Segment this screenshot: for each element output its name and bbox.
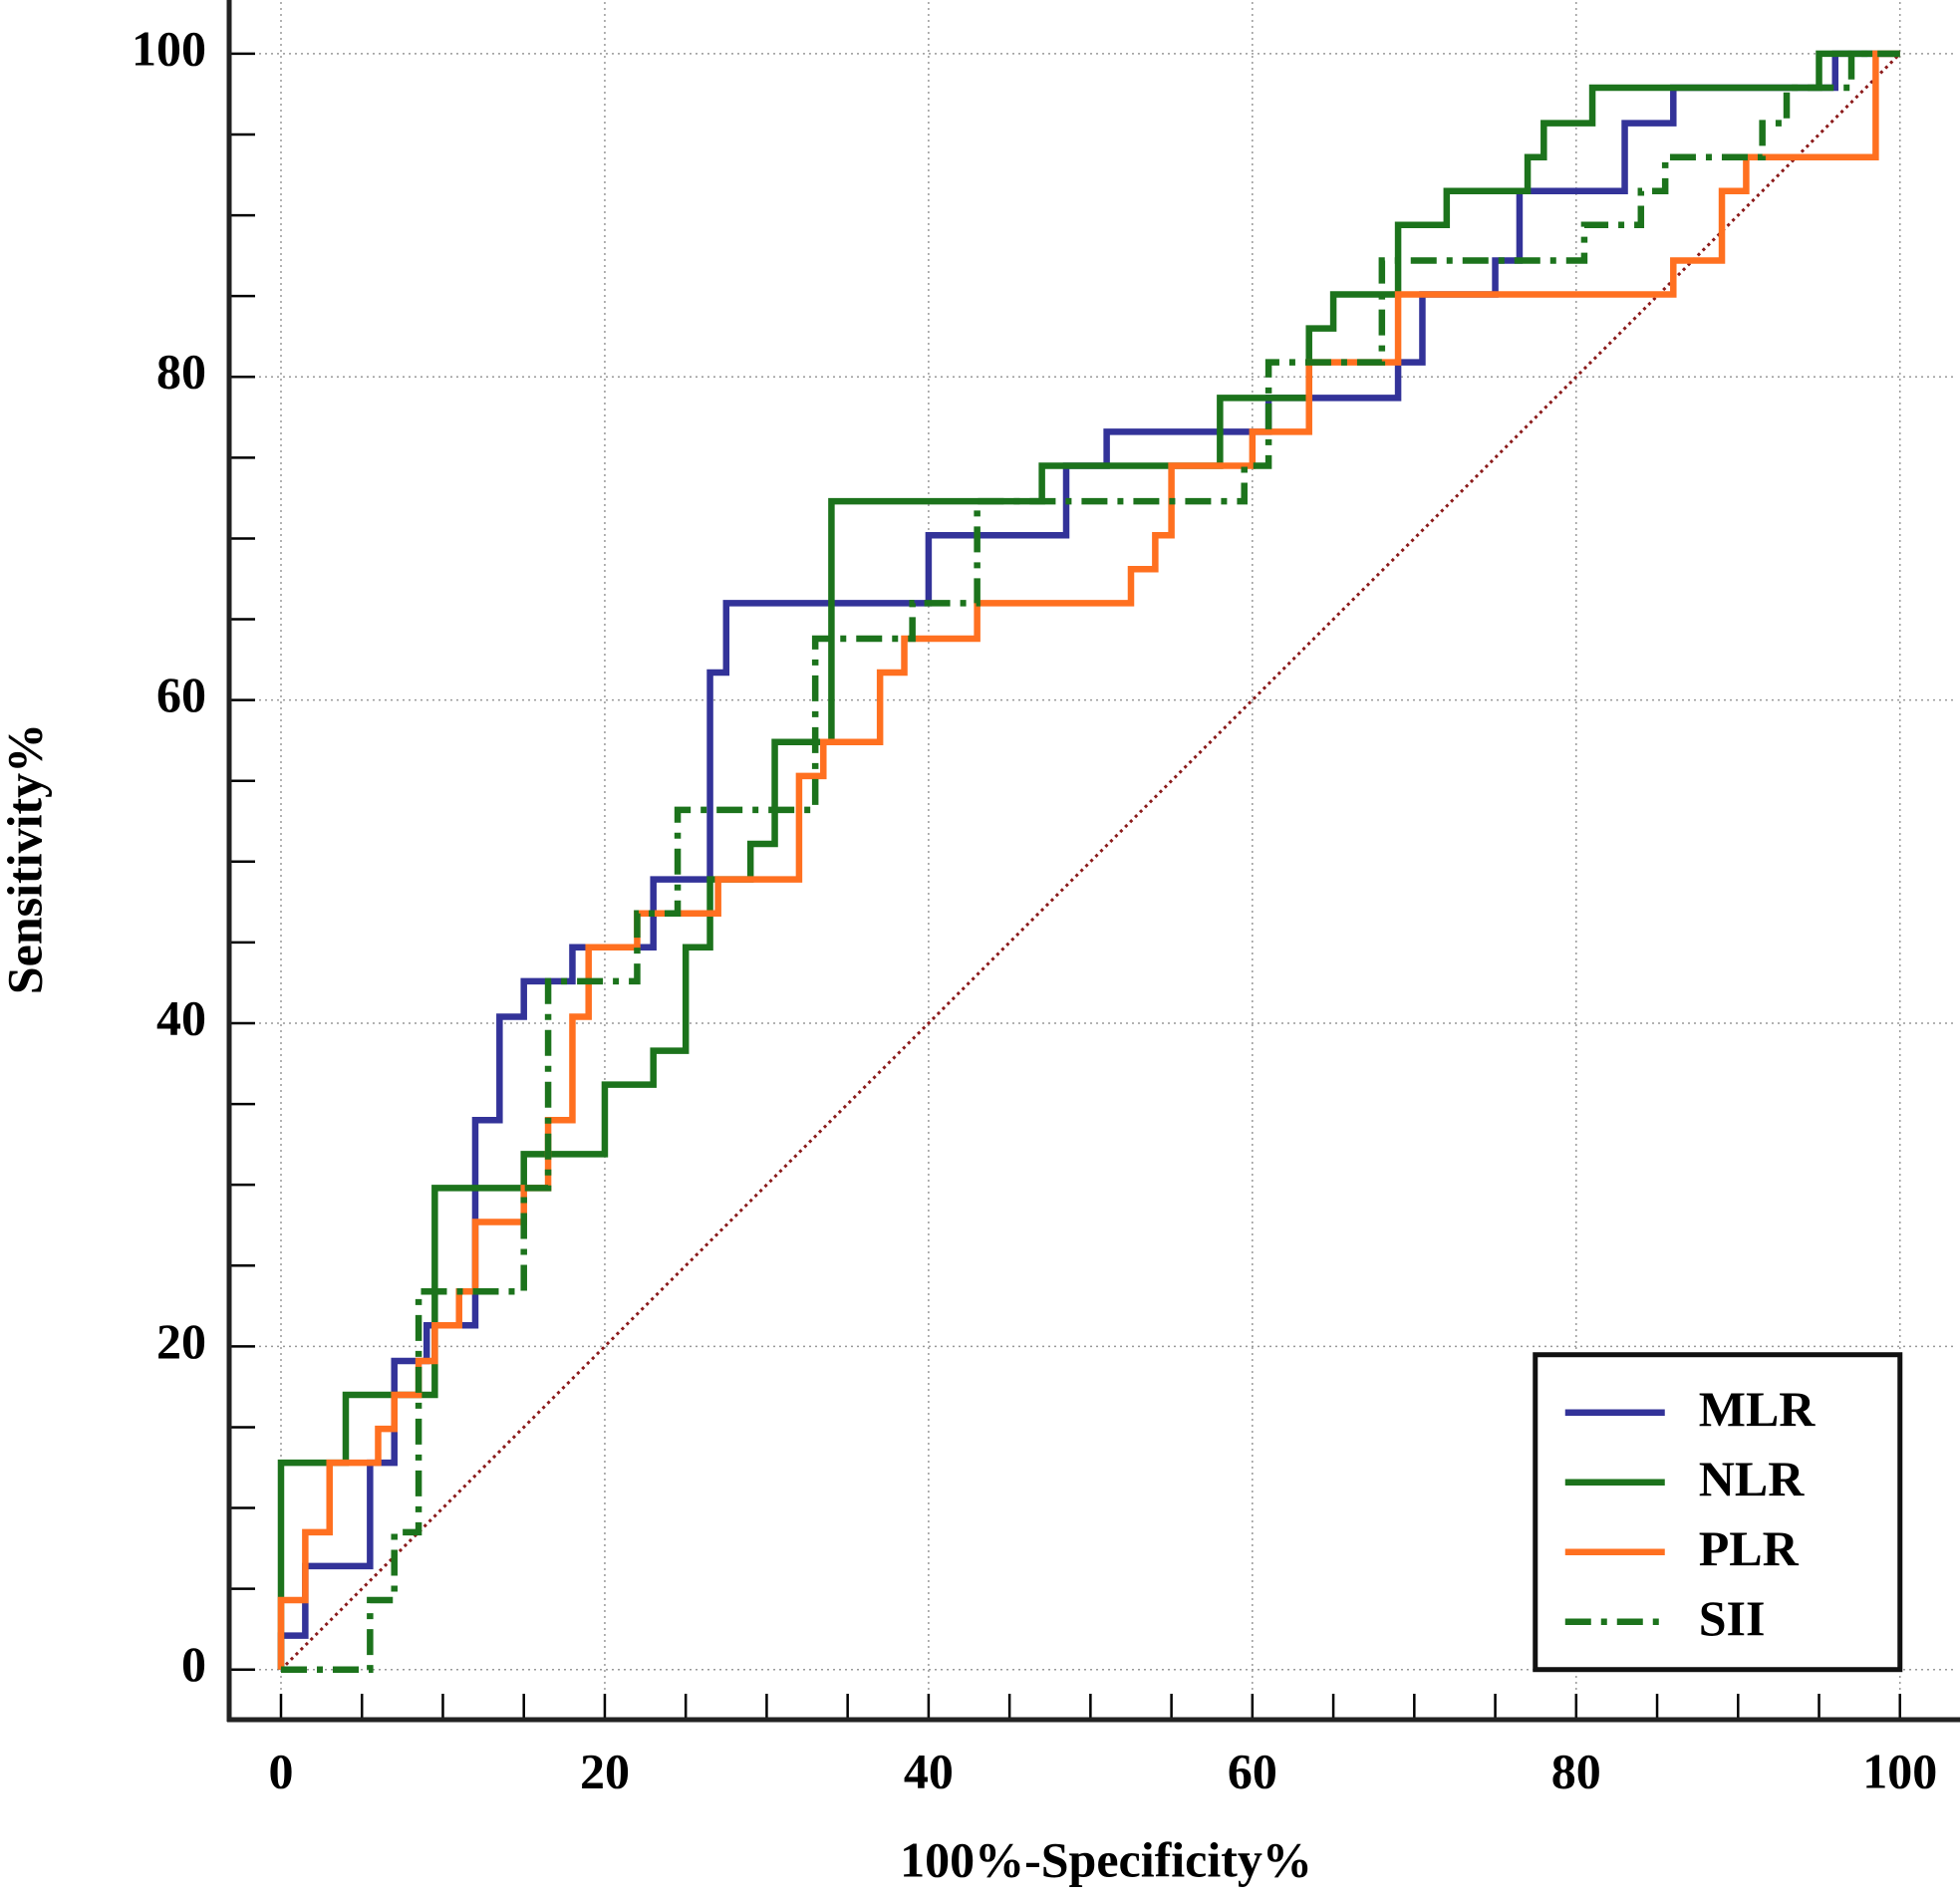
roc-line (277, 50, 1900, 1670)
x-tick-label: 60 (1228, 1743, 1277, 1798)
roc-line (280, 50, 1900, 1673)
legend-box (1533, 1352, 1903, 1673)
x-tick-label: 20 (580, 1743, 630, 1798)
legend-label: MLR (1699, 1381, 1817, 1437)
legend-label: NLR (1699, 1451, 1805, 1506)
legend-label: PLR (1699, 1520, 1800, 1576)
y-axis-title: Sensitivity% (0, 723, 52, 994)
y-tick-label: 100 (132, 20, 206, 76)
x-tick-label: 40 (904, 1743, 954, 1798)
y-tick-label: 40 (156, 989, 206, 1045)
y-tick-label: 80 (156, 344, 206, 400)
x-tick-label: 0 (268, 1743, 293, 1798)
x-tick-label: 80 (1551, 1743, 1601, 1798)
y-tick-label: 60 (156, 667, 206, 722)
x-axis-title: 100%-Specificity% (900, 1831, 1312, 1887)
y-tick-label: 0 (181, 1636, 206, 1692)
reference-line (279, 52, 1901, 1671)
roc-line (277, 50, 1900, 1670)
y-tick-label: 20 (156, 1313, 206, 1369)
legend-label: SII (1699, 1590, 1766, 1646)
x-tick-label: 100 (1862, 1743, 1937, 1798)
